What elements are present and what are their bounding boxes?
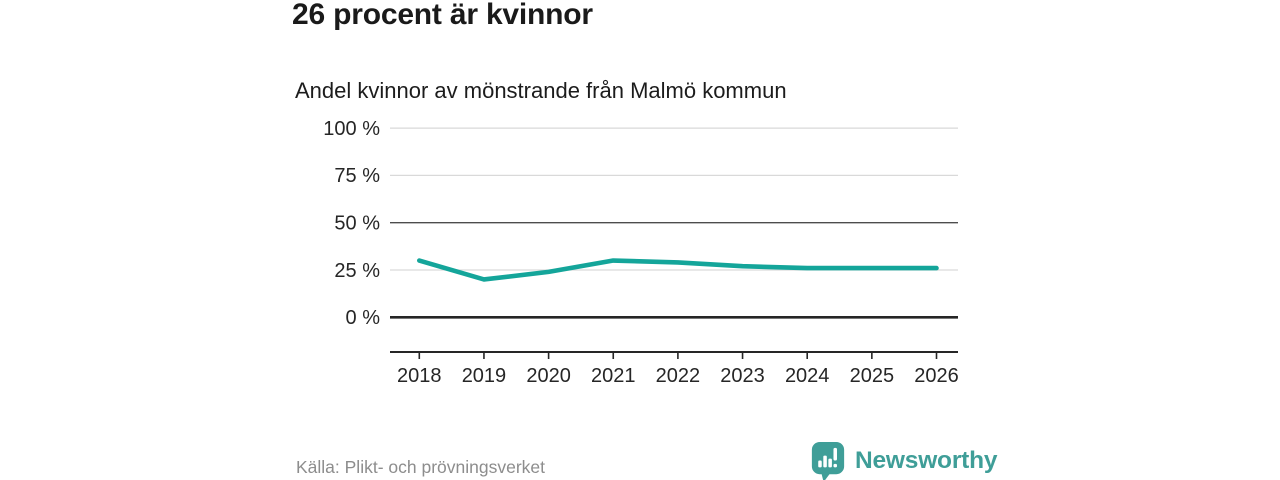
y-axis-tick-label: 25 % — [334, 260, 380, 282]
x-axis-tick-label: 2026 — [914, 365, 959, 387]
y-axis-tick-label: 50 % — [334, 213, 380, 235]
x-axis-tick-label: 2021 — [591, 365, 636, 387]
source-note: Källa: Plikt- och prövningsverket — [296, 457, 545, 477]
newsworthy-brand: Newsworthy — [810, 440, 998, 480]
newsworthy-wordmark: Newsworthy — [855, 447, 998, 474]
y-axis-tick-label: 100 % — [323, 118, 380, 140]
data-line — [417, 258, 939, 282]
y-axis-tick-label: 75 % — [334, 165, 380, 187]
chart-subtitle: Andel kvinnor av mönstrande från Malmö k… — [295, 78, 787, 103]
x-axis-tick-label: 2022 — [656, 365, 701, 387]
x-axis-tick-label: 2020 — [526, 365, 571, 387]
x-axis-tick-label: 2025 — [850, 365, 895, 387]
y-axis-tick-label: 0 % — [346, 307, 381, 329]
x-axis-tick-label: 2019 — [462, 365, 507, 387]
line-chart: 0 % 25 % 50 % 75 % 100 % 2018 2019 2020 2021 2022… — [323, 118, 959, 387]
x-axis-tick-label: 2024 — [785, 365, 830, 387]
x-axis-tick-label: 2023 — [720, 365, 765, 387]
newsworthy-logo-icon — [811, 441, 845, 480]
chart-title: 26 procent är kvinnor — [292, 0, 593, 31]
x-axis-tick-label: 2018 — [397, 365, 442, 387]
